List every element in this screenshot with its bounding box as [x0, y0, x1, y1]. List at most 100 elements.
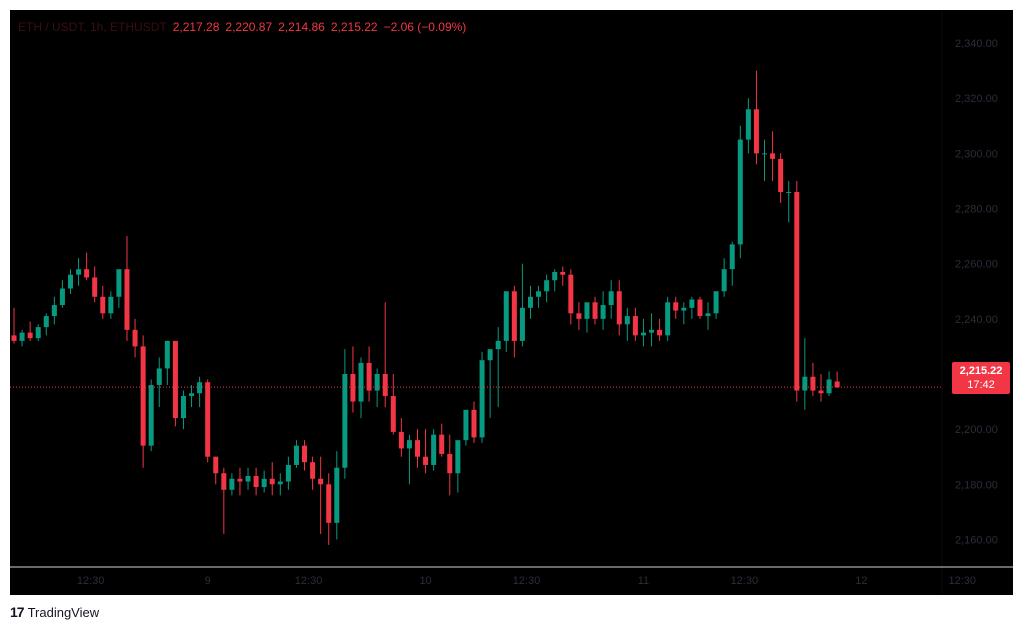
candle — [59, 280, 65, 308]
price-tick-label: 2,320.00 — [955, 93, 998, 105]
symbol-label[interactable]: ETH / USDT, 1h, ETHUSDT — [18, 20, 167, 34]
price-tick-label: 2,200.00 — [955, 424, 998, 436]
candle-body — [318, 478, 324, 485]
candle-body — [786, 191, 792, 193]
candle — [519, 263, 525, 347]
candle — [35, 324, 41, 341]
candle — [544, 274, 550, 303]
candle-body — [794, 191, 800, 391]
candle-body — [19, 332, 25, 341]
candle-body — [415, 440, 420, 457]
time-tick-label: 12:30 — [513, 575, 541, 587]
candle-body — [802, 376, 808, 391]
candle — [27, 321, 33, 341]
candles-layer — [11, 70, 840, 545]
candle — [326, 473, 332, 545]
candle — [552, 269, 558, 292]
candle-body — [11, 335, 17, 341]
candle-body — [519, 307, 525, 341]
candle-body — [310, 462, 316, 479]
price-tick-label: 2,180.00 — [955, 479, 998, 491]
candle — [705, 302, 711, 330]
candle — [810, 362, 816, 397]
candle — [84, 252, 90, 281]
candle — [197, 376, 203, 408]
candle-body — [302, 445, 308, 463]
candle — [632, 307, 638, 341]
price-tick-label: 2,160.00 — [955, 534, 998, 546]
candle — [374, 368, 380, 408]
candle — [51, 296, 57, 325]
candle-body — [689, 299, 695, 308]
candle-body — [834, 381, 840, 388]
candle — [527, 285, 533, 319]
legend-change: −2.06 (−0.09%) — [383, 20, 467, 34]
candle-body — [729, 244, 735, 270]
candle — [608, 280, 614, 319]
candle-body — [576, 313, 582, 319]
candle — [737, 125, 743, 259]
candle — [681, 302, 687, 325]
candle-body — [632, 316, 638, 336]
candle-body — [552, 271, 558, 281]
time-tick-label: 12 — [855, 575, 867, 587]
price-tick-label: 2,260.00 — [955, 259, 998, 271]
candle — [762, 139, 768, 181]
candle-body — [277, 481, 283, 485]
candle-body — [67, 274, 73, 289]
candle-body — [27, 332, 33, 339]
candle — [285, 456, 291, 490]
candle — [100, 285, 106, 319]
candle — [560, 266, 566, 286]
legend-low: 2,214.86 — [278, 20, 325, 34]
candle-body — [374, 373, 380, 391]
candlestick-chart[interactable]: 2,340.00 2,320.00 2,300.00 2,280.00 2,260.00… — [10, 10, 1013, 595]
candle-body — [116, 269, 122, 297]
candle-body — [423, 456, 429, 465]
candle-body — [35, 327, 41, 339]
candle-body — [455, 440, 461, 474]
candle-body — [350, 373, 356, 402]
chart-pane[interactable]: 2,340.00 2,320.00 2,300.00 2,280.00 2,260.00… — [10, 10, 1013, 595]
candle — [382, 302, 388, 408]
last-price-value: 2,215.22 — [959, 365, 1003, 377]
candle-body — [697, 299, 703, 317]
candle — [205, 379, 211, 463]
candle — [366, 346, 372, 402]
candle-body — [205, 382, 211, 457]
candle — [156, 357, 162, 408]
candle-body — [148, 385, 154, 446]
candle-body — [584, 302, 590, 319]
candle — [253, 467, 259, 496]
candle-body — [673, 302, 679, 311]
tradingview-brand[interactable]: 17 TradingView — [10, 604, 99, 620]
candle-body — [285, 464, 291, 482]
candle — [229, 473, 235, 496]
candle-body — [503, 291, 509, 341]
candle — [67, 269, 73, 295]
candle-body — [43, 316, 49, 328]
candle-body — [511, 291, 517, 341]
candle — [721, 258, 727, 297]
candle — [536, 285, 542, 308]
candle — [406, 434, 412, 485]
candle-body — [527, 296, 533, 308]
candle — [423, 429, 429, 474]
candle — [342, 349, 348, 479]
candle — [108, 291, 114, 319]
candle-body — [713, 291, 719, 314]
candle-body — [616, 291, 622, 325]
time-tick-label: 11 — [638, 575, 649, 587]
candle-body — [479, 360, 485, 438]
candle — [592, 296, 598, 325]
candle-body — [76, 269, 82, 275]
candle-body — [156, 368, 162, 386]
candle-body — [124, 269, 130, 330]
candle — [689, 296, 695, 319]
candle-body — [471, 409, 477, 438]
candle-body — [600, 305, 606, 319]
candle-body — [164, 340, 170, 369]
candle-body — [770, 153, 776, 159]
candle — [818, 373, 824, 402]
candle-body — [261, 478, 267, 488]
